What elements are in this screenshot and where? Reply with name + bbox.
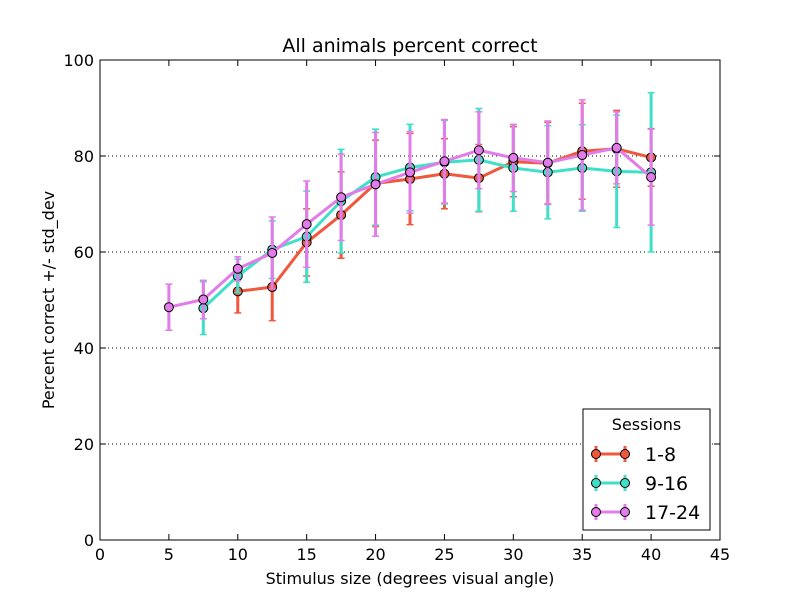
legend-marker <box>591 478 601 488</box>
legend-title: Sessions <box>612 415 681 434</box>
x-tick-label: 35 <box>572 545 592 564</box>
x-tick-label: 25 <box>434 545 454 564</box>
chart-title: All animals percent correct <box>282 35 537 57</box>
y-tick-label: 20 <box>74 435 94 454</box>
data-point <box>232 263 243 274</box>
x-tick-label: 5 <box>164 545 174 564</box>
data-point <box>301 219 312 230</box>
data-point <box>577 150 588 161</box>
axes: 0 20 40 60 80 100 0 5 10 15 20 25 30 35 40 45 <box>63 51 730 564</box>
x-tick-label: 20 <box>365 545 385 564</box>
y-tick-label: 40 <box>74 339 94 358</box>
x-axis-label: Stimulus size (degrees visual angle) <box>266 569 555 588</box>
data-point <box>542 157 553 168</box>
series-17-24 <box>163 99 657 331</box>
legend: Sessions 1-8 9-16 17-24 <box>582 408 711 531</box>
data-point <box>405 167 415 178</box>
legend-box <box>582 408 711 531</box>
x-tick-label: 40 <box>641 545 661 564</box>
legend-label: 9-16 <box>645 473 688 495</box>
legend-marker <box>591 507 601 517</box>
x-tick-label: 45 <box>710 545 730 564</box>
y-tick-label: 60 <box>74 243 94 262</box>
legend-marker <box>591 449 601 459</box>
x-tick-label: 0 <box>95 545 105 564</box>
x-tick-label: 10 <box>228 545 248 564</box>
y-tick-label: 80 <box>74 147 94 166</box>
data-point <box>473 145 484 156</box>
y-tick-label: 0 <box>84 531 94 550</box>
data-point <box>267 247 278 258</box>
legend-label: 1-8 <box>645 444 676 466</box>
data-point <box>163 302 174 313</box>
data-point <box>646 172 657 183</box>
y-tick-label: 100 <box>63 51 94 70</box>
data-point <box>508 152 519 163</box>
legend-label: 17-24 <box>645 502 700 524</box>
data-point <box>439 156 450 167</box>
legend-marker <box>620 478 630 488</box>
data-point <box>370 179 381 190</box>
legend-marker <box>620 507 630 517</box>
plot-data <box>163 91 657 336</box>
x-tick-label: 15 <box>296 545 316 564</box>
data-point <box>198 294 209 305</box>
legend-marker <box>620 449 630 459</box>
x-tick-label: 30 <box>503 545 523 564</box>
plot-frame <box>99 59 721 541</box>
data-point <box>336 192 347 203</box>
y-axis-label: Percent correct +/- std_dev <box>39 191 59 409</box>
data-point <box>611 142 622 153</box>
